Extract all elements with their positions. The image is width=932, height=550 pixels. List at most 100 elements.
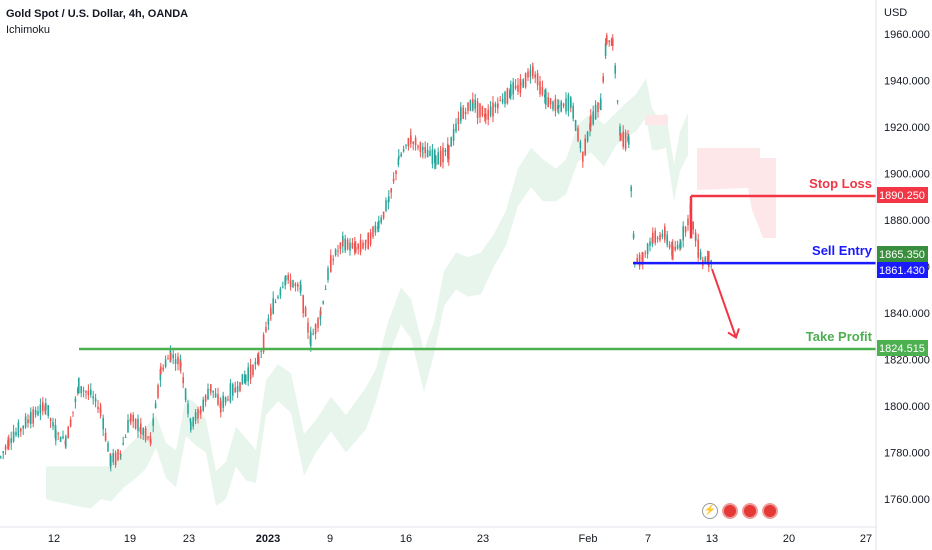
candle-body xyxy=(77,388,79,394)
candle-body xyxy=(472,103,474,107)
candle-body xyxy=(204,395,207,402)
candle-body xyxy=(189,418,192,422)
candle-body xyxy=(630,186,632,192)
candle-body xyxy=(557,105,559,109)
flag-icon[interactable] xyxy=(722,503,738,519)
candle-body xyxy=(285,275,287,281)
candle-body xyxy=(270,308,272,316)
candle-body xyxy=(236,386,239,392)
candle-body xyxy=(160,366,162,375)
candle-body xyxy=(32,409,34,424)
candle-body xyxy=(254,361,257,365)
candle-body xyxy=(342,240,344,242)
candle-body xyxy=(450,137,452,147)
candle-body xyxy=(62,436,64,439)
candle-body xyxy=(277,296,279,299)
candle-body xyxy=(130,414,132,421)
candle-body xyxy=(97,406,99,410)
candle-body xyxy=(602,76,604,82)
candle-body xyxy=(464,111,467,114)
candle-body xyxy=(692,221,694,230)
indicator-label[interactable]: Ichimoku xyxy=(6,24,51,36)
candle-body xyxy=(467,102,469,112)
candle-body xyxy=(327,268,329,280)
candle-body xyxy=(2,451,4,454)
candle-body xyxy=(180,362,182,368)
candle-body xyxy=(346,239,349,250)
candle-body xyxy=(487,109,489,120)
candle-body xyxy=(200,409,202,413)
candle-body xyxy=(534,74,536,78)
x-tick-label: 7 xyxy=(645,533,651,545)
lightning-icon[interactable]: ⚡ xyxy=(702,503,718,519)
event-icons: ⚡ xyxy=(702,503,778,519)
candle-body xyxy=(604,43,607,56)
candle-body xyxy=(362,242,364,249)
candle-body xyxy=(184,388,187,400)
candle-body xyxy=(584,138,586,155)
candle-body xyxy=(664,230,666,240)
x-axis[interactable]: 12 19 23 2023 9 16 23 Feb 7 13 20 27 xyxy=(48,533,872,545)
candle-body xyxy=(577,127,579,141)
candle-body xyxy=(524,73,527,88)
candle-body xyxy=(289,279,292,287)
candle-body xyxy=(124,436,127,438)
candle-body xyxy=(202,399,204,411)
candle-body xyxy=(638,254,641,267)
entry-line-price: 1861.430 xyxy=(879,265,925,277)
entry-price: 1865.350 xyxy=(879,249,925,261)
candle-body xyxy=(332,259,334,261)
candle-body xyxy=(544,94,546,98)
candle-body xyxy=(67,426,69,439)
candle-body xyxy=(431,149,434,164)
candle-body xyxy=(49,418,52,422)
candle-body xyxy=(586,131,589,142)
candle-body xyxy=(514,85,517,89)
candle-body xyxy=(594,104,597,120)
take-profit-price-badge xyxy=(877,340,928,356)
candle-body xyxy=(424,146,426,154)
candle-body xyxy=(85,391,87,393)
candle-body xyxy=(247,367,249,382)
candle-body xyxy=(20,428,22,432)
candle-body xyxy=(494,104,497,108)
candle-body xyxy=(455,123,457,132)
candle-body xyxy=(272,298,274,314)
candle-body xyxy=(192,417,194,427)
candle-body xyxy=(369,232,372,245)
candle-body xyxy=(624,132,627,150)
flag-icon[interactable] xyxy=(742,503,758,519)
candle-body xyxy=(652,232,654,243)
candle-body xyxy=(239,382,241,392)
candle-body xyxy=(297,284,299,287)
y-axis[interactable]: 1760.000 1780.000 1800.000 1820.000 1840.000… xyxy=(884,29,930,506)
flag-icon[interactable] xyxy=(762,503,778,519)
y-tick-label: 1840.000 xyxy=(884,308,930,320)
candle-body xyxy=(444,149,447,153)
candle-body xyxy=(220,400,222,412)
candle-body xyxy=(214,393,217,398)
candle-body xyxy=(684,226,687,233)
candle-body xyxy=(397,158,400,165)
candle-body xyxy=(294,283,297,286)
candle-body xyxy=(457,117,460,125)
candle-body xyxy=(565,98,567,112)
candle-body xyxy=(649,241,651,246)
candle-body xyxy=(422,146,424,151)
x-tick-label: 27 xyxy=(860,533,872,545)
candle-body xyxy=(217,394,219,405)
candle-body xyxy=(410,135,412,142)
x-tick-label: 9 xyxy=(327,533,333,545)
candle-body xyxy=(164,359,167,367)
candle-body xyxy=(324,289,327,291)
currency-label: USD xyxy=(884,7,907,19)
candle-body xyxy=(398,155,400,160)
x-tick-label: 2023 xyxy=(256,533,280,545)
y-tick-label: 1880.000 xyxy=(884,215,930,227)
y-tick-label: 1900.000 xyxy=(884,168,930,180)
candle-body xyxy=(78,377,80,394)
candle-body xyxy=(65,436,67,447)
candle-body xyxy=(429,150,431,156)
candle-body xyxy=(10,438,12,444)
